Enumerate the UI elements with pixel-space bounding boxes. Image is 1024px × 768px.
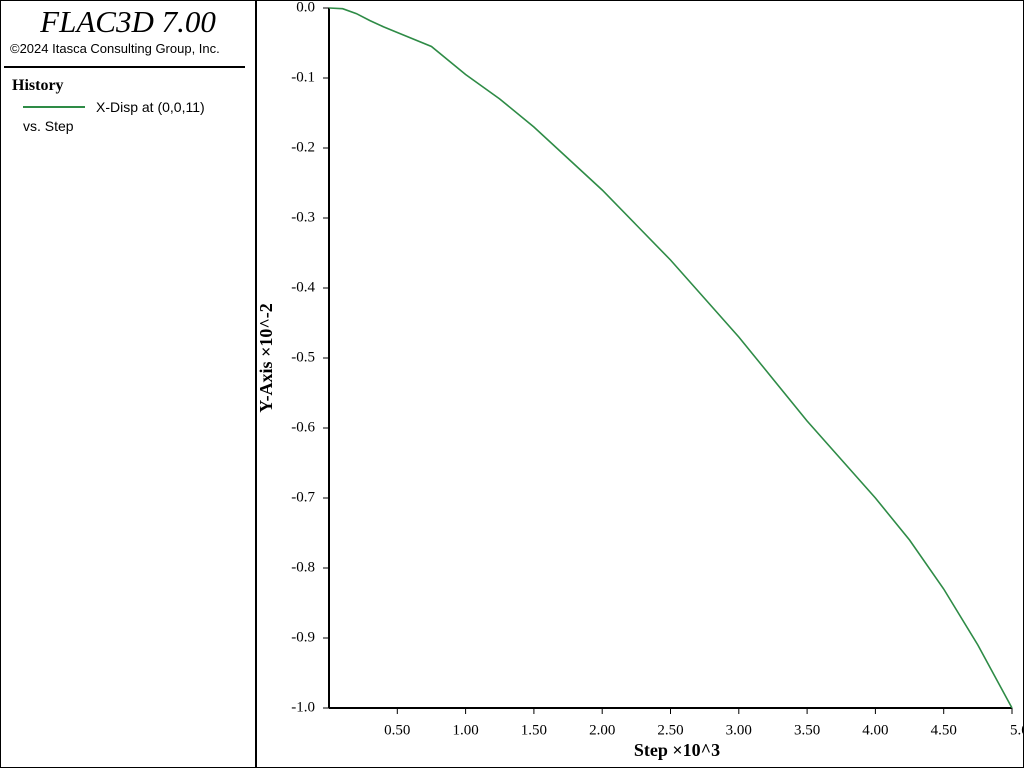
copyright: ©2024 Itasca Consulting Group, Inc. <box>10 41 220 56</box>
section-title: History <box>12 77 64 94</box>
x-tick-label: 1.50 <box>521 722 547 738</box>
data-line <box>328 7 1013 709</box>
y-tick-label: -0.1 <box>291 69 315 85</box>
separator <box>4 66 245 68</box>
app-title: FLAC3D 7.00 <box>40 4 216 39</box>
y-tick-label: -0.2 <box>291 139 315 155</box>
y-tick-label: 0.0 <box>296 0 315 15</box>
y-tick-label: -0.3 <box>291 209 315 225</box>
x-tick-label: 3.00 <box>726 722 752 738</box>
x-tick-label: 4.00 <box>862 722 888 738</box>
y-tick-label: -0.7 <box>291 489 315 505</box>
legend-vs: vs. Step <box>23 118 74 134</box>
x-tick-label: 0.50 <box>384 722 410 738</box>
x-tick-label: 4.50 <box>931 722 957 738</box>
y-tick-label: -0.9 <box>291 629 315 645</box>
x-axis-label: Step ×10^3 <box>634 740 720 760</box>
y-tick-label: -0.8 <box>291 559 315 575</box>
legend-entry: X-Disp at (0,0,11) <box>96 99 205 115</box>
y-tick-label: -0.4 <box>291 279 315 295</box>
x-tick-label: 2.50 <box>657 722 683 738</box>
y-tick-label: -0.6 <box>291 419 315 435</box>
legend-panel: FLAC3D 7.00 ©2024 Itasca Consulting Grou… <box>0 0 256 768</box>
x-tick-label: 2.00 <box>589 722 615 738</box>
x-tick-label: 1.00 <box>452 722 478 738</box>
x-tick-label: 5.0 <box>1010 722 1024 738</box>
y-tick-label: -1.0 <box>291 699 315 715</box>
x-tick-label: 3.50 <box>794 722 820 738</box>
y-tick-label: -0.5 <box>291 349 315 365</box>
y-axis-label: Y-Axis ×10^-2 <box>256 303 276 413</box>
legend-swatch <box>23 106 85 108</box>
